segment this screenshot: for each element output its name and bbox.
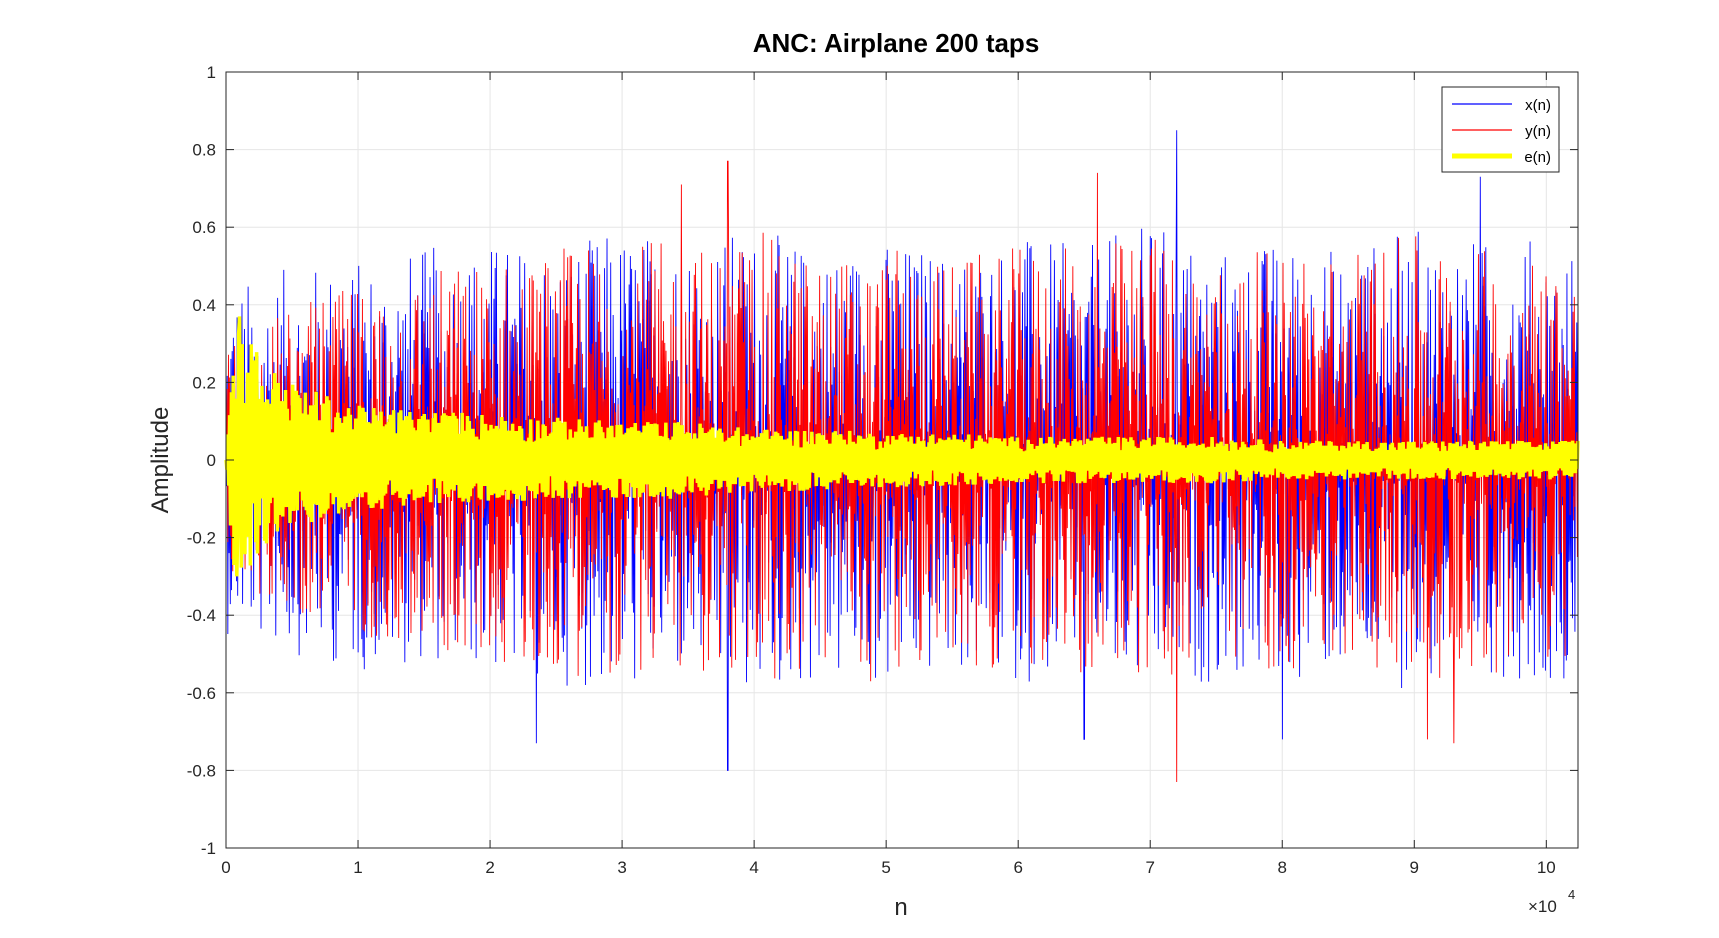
legend-label-y: y(n) — [1525, 123, 1551, 140]
y-tick-label: -1 — [201, 839, 216, 858]
x-tick-label: 8 — [1278, 858, 1287, 877]
x-tick-label: 0 — [221, 858, 230, 877]
series-layer — [224, 130, 1580, 783]
y-tick-label: -0.4 — [187, 606, 216, 625]
x-exponent-power: 4 — [1568, 887, 1575, 902]
y-tick-label: -0.2 — [187, 529, 216, 548]
plot-area — [224, 71, 1580, 849]
legend-item-e[interactable]: e(n) — [1452, 149, 1551, 166]
y-tick-label: 0.8 — [192, 141, 216, 160]
x-tick-label: 3 — [617, 858, 626, 877]
x-axis-label: n — [894, 894, 907, 921]
y-tick-labels: -1 -0.8 -0.6 -0.4 -0.2 0 0.2 0.4 0.6 0.8 1 — [187, 63, 216, 858]
y-tick-label: 0.6 — [192, 218, 216, 237]
x-tick-label: 7 — [1145, 858, 1154, 877]
y-tick-label: -0.8 — [187, 761, 216, 780]
y-axis-label: Amplitude — [147, 407, 174, 514]
x-tick-labels: 0 1 2 3 4 5 6 7 8 9 10 — [221, 858, 1556, 877]
series-line-en — [224, 316, 1580, 577]
x-tick-label: 9 — [1410, 858, 1419, 877]
legend[interactable]: x(n) y(n) e(n) — [1441, 86, 1560, 173]
x-exponent-base: ×10 — [1528, 897, 1557, 916]
legend-label-x: x(n) — [1525, 97, 1551, 114]
x-tick-label: 5 — [881, 858, 890, 877]
legend-label-e: e(n) — [1524, 149, 1551, 166]
y-tick-label: 0 — [207, 451, 216, 470]
y-tick-label: 0.4 — [192, 296, 216, 315]
y-tick-label: -0.6 — [187, 684, 216, 703]
legend-item-x[interactable]: x(n) — [1452, 97, 1551, 114]
legend-item-y[interactable]: y(n) — [1452, 123, 1551, 140]
y-tick-label: 1 — [207, 63, 216, 82]
x-tick-label: 4 — [749, 858, 758, 877]
x-tick-label: 6 — [1013, 858, 1022, 877]
chart-title: ANC: Airplane 200 taps — [753, 28, 1040, 58]
x-exponent: ×10 4 — [1528, 887, 1575, 916]
x-tick-label: 2 — [485, 858, 494, 877]
x-tick-label: 10 — [1537, 858, 1556, 877]
y-tick-label: 0.2 — [192, 373, 216, 392]
x-tick-label: 1 — [353, 858, 362, 877]
tick-marks — [225, 71, 1578, 849]
